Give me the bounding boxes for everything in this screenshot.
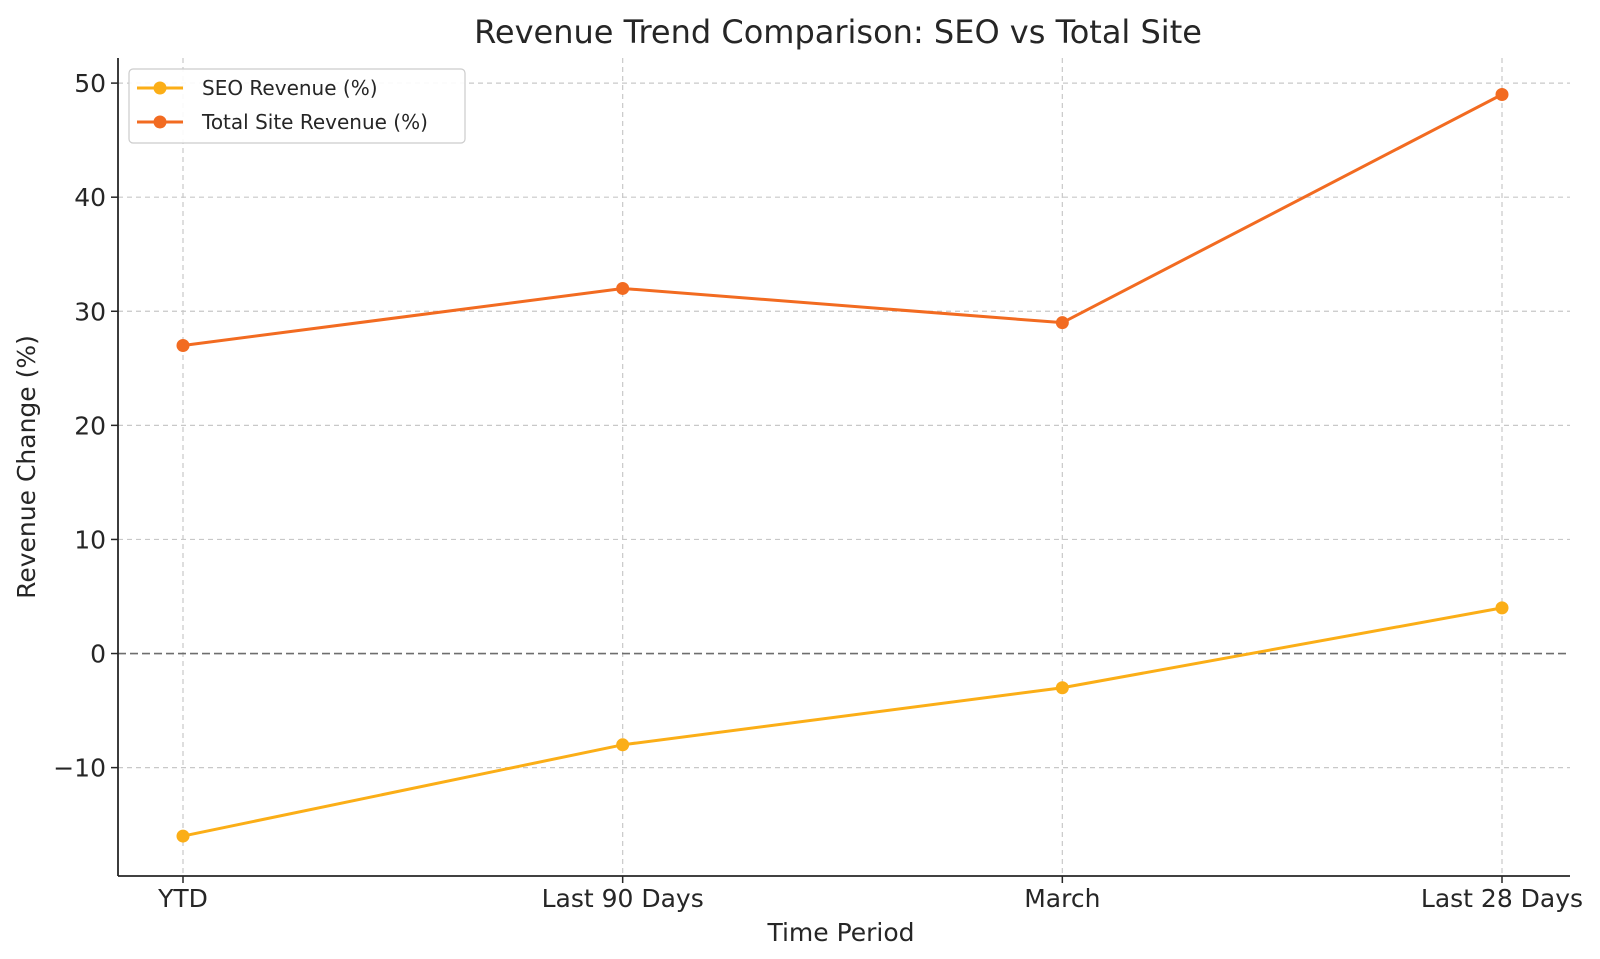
legend-label: Total Site Revenue (%) [201,110,428,134]
series-group [176,88,1509,843]
x-tick-label: Last 28 Days [1421,884,1583,913]
data-point [1495,601,1509,615]
legend-swatch-marker [153,81,167,95]
x-tick-label: Last 90 Days [542,884,704,913]
data-point [1055,316,1069,330]
y-axis-label: Revenue Change (%) [12,335,41,599]
y-tick-label: 50 [74,69,106,98]
data-point [1055,681,1069,695]
y-tick-label: 30 [74,297,106,326]
series-1 [176,601,1509,843]
legend-entry: Total Site Revenue (%) [137,110,428,134]
data-point [616,738,630,752]
y-tick-label: 20 [74,411,106,440]
axes-spines [117,58,1570,877]
legend-box [128,68,466,144]
series-line [182,606,1503,838]
x-tick-label: YTD [157,884,208,913]
series-2 [176,88,1509,352]
x-tick-label: March [1024,884,1100,913]
y-tick-label: 40 [74,183,106,212]
y-tick-label: −10 [53,754,106,783]
data-point [176,338,190,352]
y-axis-ticks: −10 0 10 20 30 40 50 [53,69,118,783]
data-point [616,281,630,295]
chart-title: Revenue Trend Comparison: SEO vs Total S… [474,13,1202,51]
x-axis-label: Time Period [766,918,914,947]
data-point [1495,88,1509,102]
x-axis-ticks: YTD Last 90 Days March Last 28 Days [157,876,1583,913]
y-tick-label: 10 [74,525,106,554]
data-point [176,829,190,843]
series-line [182,93,1503,347]
y-tick-label: 0 [90,640,106,669]
legend-swatch-marker [153,115,167,129]
legend: SEO Revenue (%) Total Site Revenue (%) [128,68,466,144]
grid-lines [118,58,1570,876]
legend-entry: SEO Revenue (%) [137,76,378,100]
legend-label: SEO Revenue (%) [202,76,378,100]
